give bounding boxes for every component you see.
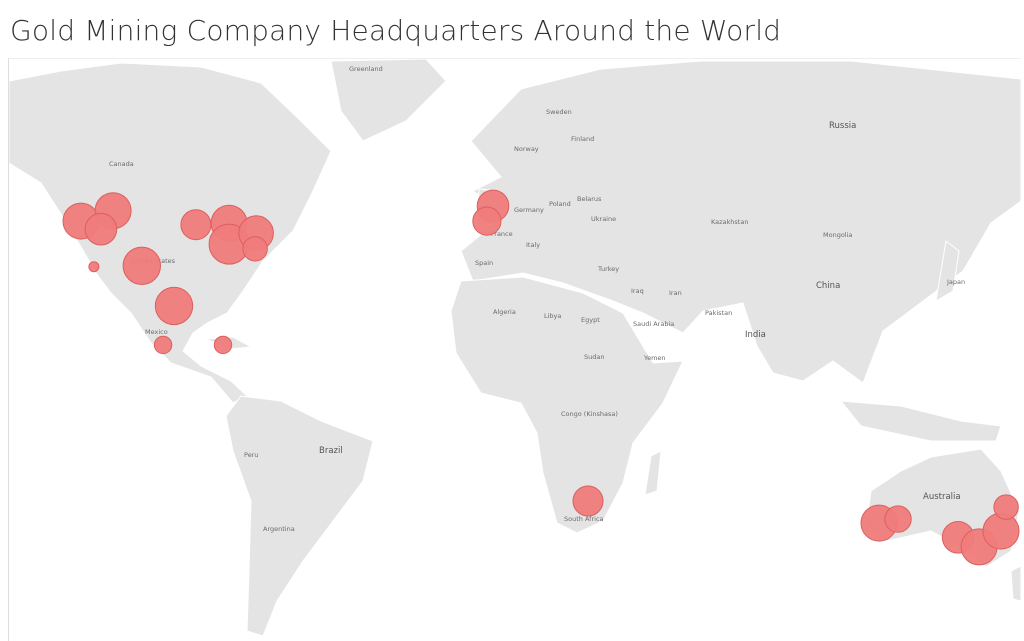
map-svg: Greenland Canada United States Mexico Br… [9,59,1021,637]
label-japan: Japan [946,278,965,286]
label-brazil: Brazil [319,446,343,456]
africa-shape [450,276,684,534]
madagascar-shape [644,450,662,496]
label-belarus: Belarus [577,195,602,203]
label-pakistan: Pakistan [705,309,732,317]
greenland-shape [330,59,447,142]
label-saudi-arabia: Saudi Arabia [633,320,674,328]
label-iraq: Iraq [631,287,644,295]
headquarters-mark-18[interactable] [884,505,912,533]
label-argentina: Argentina [263,525,295,533]
label-russia: Russia [829,121,856,131]
headquarters-mark-15[interactable] [472,206,502,236]
headquarters-mark-5[interactable] [122,246,162,285]
south-america-shape [225,395,374,637]
label-spain: Spain [475,259,493,267]
label-greenland: Greenland [349,65,383,73]
label-mexico: Mexico [145,328,168,336]
label-ukraine: Ukraine [591,215,616,223]
label-algeria: Algeria [493,308,516,316]
label-peru: Peru [244,451,258,459]
world-map[interactable]: Greenland Canada United States Mexico Br… [8,58,1021,641]
label-yemen: Yemen [643,354,666,362]
label-south-africa: South Africa [564,515,604,523]
headquarters-mark-9[interactable] [180,209,212,241]
headquarters-marks [62,189,1020,566]
headquarters-mark-3[interactable] [84,212,118,246]
label-turkey: Turkey [597,265,619,273]
country-labels: Greenland Canada United States Mexico Br… [109,65,965,533]
label-france: France [491,230,513,238]
label-australia: Australia [923,492,961,502]
label-libya: Libya [544,312,561,320]
label-canada: Canada [109,160,134,168]
headquarters-mark-4[interactable] [88,261,100,273]
land-layer [9,59,1021,637]
label-india: India [745,330,766,340]
new-zealand-shape [1010,565,1021,602]
headquarters-mark-6[interactable] [154,286,194,326]
label-sudan: Sudan [584,353,604,361]
label-china: China [816,281,840,291]
label-finland: Finland [571,135,594,143]
label-italy: Italy [526,241,540,249]
label-kazakhstan: Kazakhstan [711,218,748,226]
north-america-shape [9,62,332,404]
headquarters-mark-8[interactable] [213,335,233,355]
japan-shape [935,240,960,302]
label-norway: Norway [514,145,539,153]
headquarters-mark-7[interactable] [153,335,173,355]
eurasia-shape [460,60,1021,384]
headquarters-mark-22[interactable] [993,494,1019,520]
label-mongolia: Mongolia [823,231,852,239]
headquarters-mark-16[interactable] [572,485,604,517]
label-congo: Congo (Kinshasa) [561,410,618,418]
indonesia-shape [839,400,1002,442]
label-poland: Poland [549,200,571,208]
label-iran: Iran [669,289,682,297]
label-sweden: Sweden [546,108,572,116]
label-germany: Germany [514,206,544,214]
dashboard-title: Gold Mining Company Headquarters Around … [10,14,782,47]
headquarters-mark-13[interactable] [242,236,268,262]
label-egypt: Egypt [581,316,600,324]
